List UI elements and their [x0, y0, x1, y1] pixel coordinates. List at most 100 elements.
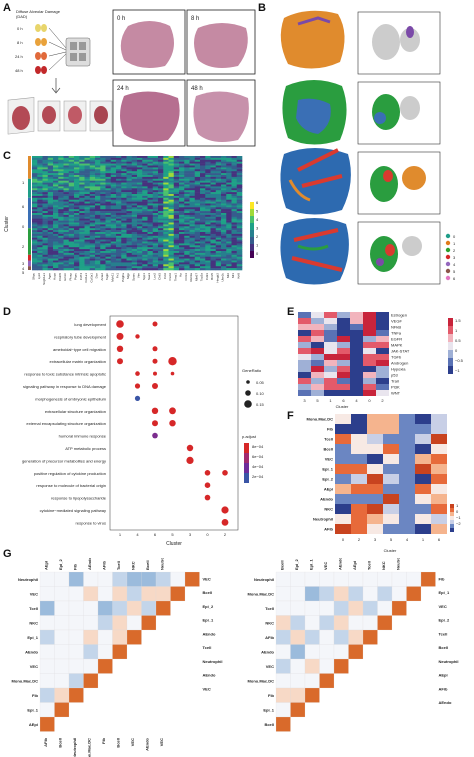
- heatmap-cell: [137, 233, 143, 237]
- heatmap-cell: [84, 176, 91, 180]
- heatmap-cell: [137, 205, 143, 208]
- heatmap-cell: [158, 228, 164, 231]
- heatmap-cell: [215, 239, 222, 242]
- heatmap-cell: [210, 222, 217, 225]
- gene-label: Ccl2: [163, 273, 167, 279]
- go-term-label: respiratory tube development: [54, 334, 107, 339]
- row-label: Epi_1: [263, 707, 274, 712]
- heatmap-cell: [205, 247, 211, 250]
- heatmap-cell: [205, 220, 211, 223]
- heatmap-cell: [179, 207, 185, 210]
- heatmap-cell: [215, 201, 222, 204]
- heatmap-cell: [84, 180, 91, 183]
- heatmap-cell: [110, 188, 117, 191]
- heatmap-cell: [121, 169, 127, 172]
- right-label: Bcell: [439, 645, 449, 650]
- heatmap-cell: [95, 192, 101, 195]
- heatmap-cell: [32, 203, 38, 206]
- heatmap-cell: [200, 186, 206, 189]
- heatmap-cell: [147, 156, 154, 159]
- heatmap-cell: [173, 266, 180, 269]
- heatmap-cell: [189, 239, 196, 242]
- corr-cell: [290, 673, 306, 689]
- heatmap-cell: [121, 186, 127, 189]
- heatmap-cell: [147, 176, 154, 180]
- corr-cell: [112, 629, 128, 645]
- heatmap-cell: [47, 205, 54, 208]
- heatmap-cell: [42, 214, 49, 218]
- corr-cell: [155, 586, 171, 602]
- heatmap-cell: [236, 171, 243, 174]
- go-dot: [168, 357, 177, 366]
- heatmap-cell: [126, 252, 133, 256]
- pathway-cell: [311, 312, 324, 318]
- celltype-cell: [351, 524, 367, 534]
- pathway-cell: [298, 318, 311, 324]
- heatmap-cell: [189, 256, 196, 259]
- heatmap-cell: [215, 235, 222, 238]
- heatmap-cell: [63, 167, 70, 170]
- heatmap-cell: [32, 213, 38, 216]
- heatmap-cell: [74, 213, 80, 216]
- heatmap-cell: [158, 201, 164, 204]
- gene-label: Cxcl2: [168, 273, 172, 281]
- heatmap-cell: [147, 157, 154, 161]
- heatmap-cell: [189, 167, 196, 170]
- heatmap-cell: [194, 233, 201, 237]
- heatmap-cell: [110, 190, 117, 193]
- heatmap-cell: [126, 264, 133, 267]
- heatmap-cell: [110, 233, 117, 237]
- heatmap-cell: [116, 233, 122, 237]
- heatmap-cell: [137, 243, 143, 246]
- heatmap-cell: [163, 214, 169, 218]
- corr-cell: [112, 600, 128, 616]
- heatmap-cell: [47, 186, 54, 189]
- row-label: VEC: [30, 664, 38, 669]
- legend-label: 3: [453, 255, 456, 260]
- heatmap-cell: [121, 260, 127, 263]
- heatmap-cell: [189, 222, 196, 225]
- corr-cell: [304, 673, 320, 689]
- heatmap-cell: [158, 195, 164, 199]
- heatmap-cell: [105, 173, 112, 176]
- heatmap-cell: [189, 176, 196, 180]
- heatmap-cell: [205, 176, 211, 180]
- heatmap-cell: [100, 220, 106, 223]
- heatmap-cell: [189, 258, 196, 261]
- heatmap-cell: [126, 233, 133, 237]
- heatmap-cell: [189, 245, 196, 248]
- pathway-cell: [350, 342, 363, 348]
- heatmap-cell: [189, 209, 196, 212]
- heatmap-cell: [205, 169, 211, 172]
- heatmap-cell: [173, 268, 180, 271]
- heatmap-cell: [37, 260, 43, 263]
- heatmap-cell: [32, 252, 38, 256]
- heatmap-cell: [179, 175, 185, 178]
- heatmap-cell: [147, 171, 154, 174]
- corr-cell: [155, 571, 171, 587]
- heatmap-cell: [221, 169, 227, 172]
- heatmap-cell: [215, 169, 222, 172]
- heatmap-cell: [58, 163, 64, 166]
- heatmap-cell: [194, 161, 201, 164]
- heatmap-cell: [158, 192, 164, 195]
- heatmap-cell: [173, 243, 180, 246]
- heatmap-cell: [84, 167, 91, 170]
- corr-cell: [275, 644, 291, 660]
- colorbar-tick: 0: [456, 509, 459, 514]
- heatmap-cell: [74, 184, 80, 187]
- heatmap-cell: [58, 192, 64, 195]
- heatmap-cell: [147, 260, 154, 263]
- celltype-cell: [415, 414, 431, 424]
- heatmap-cell: [79, 268, 85, 271]
- corr-cell: [319, 586, 335, 602]
- heatmap-cell: [131, 218, 138, 221]
- heatmap-cell: [173, 264, 180, 267]
- corr-cell: [319, 644, 335, 660]
- heatmap-cell: [137, 211, 143, 214]
- heatmap-cell: [63, 180, 70, 183]
- celltype-cell: [415, 494, 431, 504]
- heatmap-cell: [105, 220, 112, 223]
- heatmap-cell: [121, 216, 127, 219]
- heatmap-cell: [179, 235, 185, 238]
